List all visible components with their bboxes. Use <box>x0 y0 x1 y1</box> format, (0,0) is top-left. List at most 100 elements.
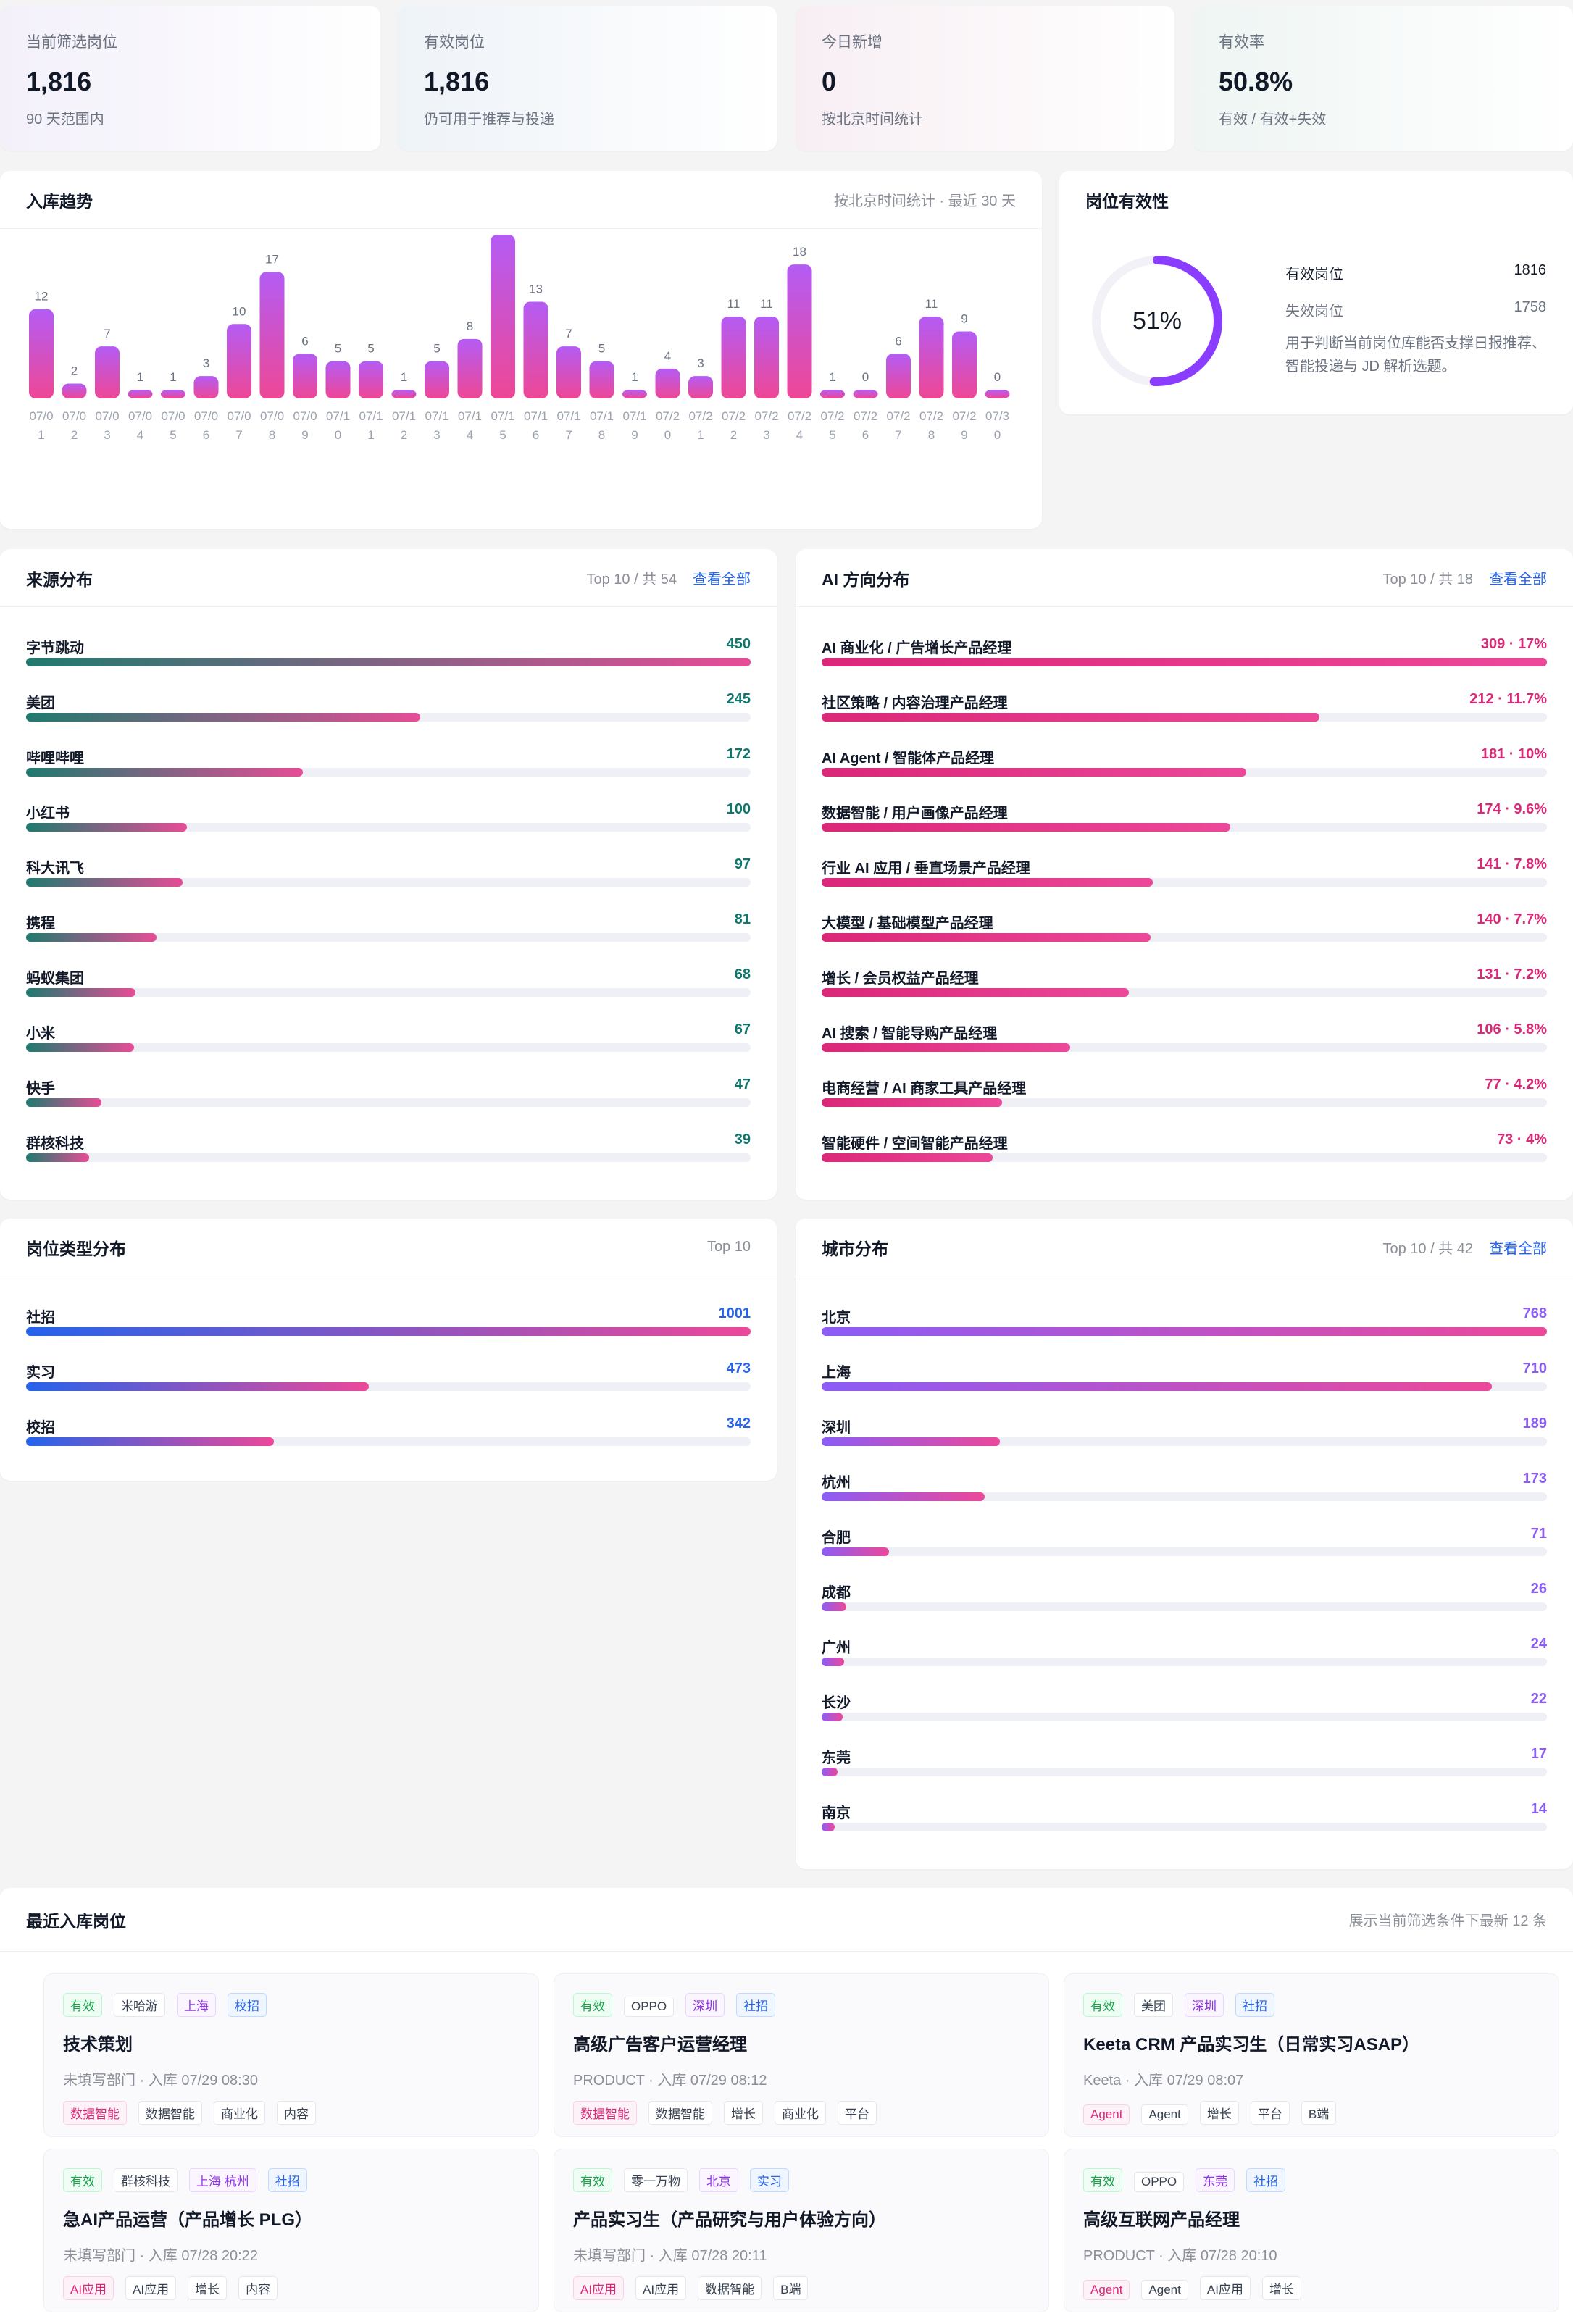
job-title[interactable]: 高级互联网产品经理 <box>1083 2210 1240 2230</box>
source-bar-track <box>26 1098 751 1107</box>
ai-bar-row: 数据智能 / 用户画像产品经理 174 · 9.6% <box>822 801 1547 845</box>
job-city-tag: 深圳 <box>1185 1993 1224 2017</box>
trend-bar[interactable] <box>391 390 417 398</box>
trend-bar[interactable] <box>293 354 317 398</box>
trend-x-tick: 07/0 <box>62 409 86 423</box>
ai-bar-name: AI 商业化 / 广告增长产品经理 <box>822 640 1012 656</box>
job-card[interactable]: 有效 OPPO 东莞 社招 高级互联网产品经理 PRODUCT · 入库 07/28 20… <box>1064 2149 1559 2312</box>
trend-bar[interactable] <box>95 346 120 398</box>
city-title: 城市分布 <box>822 1239 888 1258</box>
trend-bar[interactable] <box>820 390 845 398</box>
trend-bar[interactable] <box>259 272 285 398</box>
city-bar-track <box>822 1768 1547 1776</box>
source-bar-fill <box>26 933 157 942</box>
ai-bar-value: 181 · 10% <box>1480 746 1547 762</box>
source-bar-fill <box>26 658 751 666</box>
job-skill-tag: 商业化 <box>775 2101 826 2125</box>
job-title[interactable]: Keeta CRM 产品实习生（日常实习ASAP） <box>1083 2035 1420 2055</box>
trend-bar[interactable] <box>325 361 351 398</box>
ai-bar-row: 电商经营 / AI 商家工具产品经理 77 · 4.2% <box>822 1077 1547 1120</box>
city-bar-name: 合肥 <box>822 1530 851 1546</box>
job-title[interactable]: 高级广告客户运营经理 <box>573 2035 747 2055</box>
job-title[interactable]: 急AI产品运营（产品增长 PLG） <box>63 2210 313 2230</box>
trend-bar[interactable] <box>161 390 185 398</box>
trend-bar[interactable] <box>556 346 581 398</box>
trend-bar[interactable] <box>425 361 449 398</box>
source-bar-name: 快手 <box>26 1081 55 1097</box>
job-title[interactable]: 技术策划 <box>63 2035 133 2055</box>
trend-bar[interactable] <box>655 368 680 398</box>
trend-bar[interactable] <box>952 331 977 398</box>
trend-x-tick: 6 <box>533 428 539 442</box>
trend-bar[interactable] <box>721 317 746 398</box>
ai-header: AI 方向分布 Top 10 / 共 18 查看全部 <box>796 549 1573 607</box>
source-bar-row: 字节跳动 450 <box>26 636 751 680</box>
source-bar-value: 97 <box>734 856 751 872</box>
city-bar-value: 173 <box>1522 1471 1547 1487</box>
trend-bar[interactable] <box>29 309 54 398</box>
job-status-badge: 有效 <box>573 2168 612 2192</box>
trend-bar[interactable] <box>457 338 483 398</box>
job-skill-tag: AI应用 <box>635 2276 687 2300</box>
trend-x-tick: 07/2 <box>722 409 746 423</box>
job-card[interactable]: 有效 米哈游 上海 校招 技术策划 未填写部门 · 入库 07/29 08:30 数据智能数… <box>43 1973 539 2137</box>
trend-bar[interactable] <box>853 390 878 398</box>
ai-bar-name: 智能硬件 / 空间智能产品经理 <box>822 1136 1008 1152</box>
job-card[interactable]: 有效 OPPO 深圳 社招 高级广告客户运营经理 PRODUCT · 入库 07/29 0… <box>554 1973 1049 2137</box>
job-card[interactable]: 有效 群核科技 上海 杭州 社招 急AI产品运营（产品增长 PLG） 未填写部门 · 入库… <box>43 2149 539 2312</box>
city-bar-value: 22 <box>1530 1691 1547 1707</box>
trend-x-tick: 07/2 <box>754 409 778 423</box>
trend-bar[interactable] <box>754 317 779 398</box>
trend-bar[interactable] <box>128 390 153 398</box>
invalid-value: 1758 <box>1514 299 1547 315</box>
trend-bar[interactable] <box>787 264 812 398</box>
trend-bar[interactable] <box>886 354 911 398</box>
trend-x-tick: 5 <box>170 428 176 442</box>
job-title[interactable]: 产品实习生（产品研究与用户体验方向） <box>573 2210 886 2230</box>
trend-value-label: 5 <box>367 342 374 356</box>
source-bar-row: 小红书 100 <box>26 801 751 845</box>
trend-bar[interactable] <box>193 376 219 398</box>
trend-value-label: 5 <box>335 342 341 356</box>
trend-x-tick: 07/2 <box>820 409 844 423</box>
trend-value-label: 4 <box>664 349 671 363</box>
city-bar-name: 东莞 <box>822 1750 851 1766</box>
ai-view-all-link[interactable]: 查看全部 <box>1489 572 1547 588</box>
trend-bar[interactable] <box>622 390 647 398</box>
source-view-all-link[interactable]: 查看全部 <box>693 572 751 588</box>
city-bar-name: 北京 <box>822 1310 851 1326</box>
source-bar-track <box>26 1153 751 1162</box>
job-skill-tag: 商业化 <box>214 2101 265 2125</box>
trend-bar[interactable] <box>491 235 515 398</box>
job-company-tag: 米哈游 <box>114 1993 165 2017</box>
recent-card: 最近入库岗位 展示当前筛选条件下最新 12 条 有效 米哈游 上海 校招 技术策划 未填写… <box>0 1888 1573 2324</box>
source-bar-row: 携程 81 <box>26 911 751 955</box>
ai-bar-track <box>822 1153 1547 1162</box>
trend-x-tick: 2 <box>730 428 737 442</box>
jobtype-bar-name: 社招 <box>26 1310 55 1326</box>
ai-bar-name: 大模型 / 基础模型产品经理 <box>822 916 993 932</box>
trend-bar[interactable] <box>589 361 614 398</box>
city-bar-row: 广州 24 <box>822 1636 1547 1679</box>
job-card[interactable]: 有效 美团 深圳 社招 Keeta CRM 产品实习生（日常实习ASAP） Keeta ·… <box>1064 1973 1559 2137</box>
trend-x-tick: 3 <box>104 428 110 442</box>
job-card[interactable]: 有效 零一万物 北京 实习 产品实习生（产品研究与用户体验方向） 未填写部门 · 入库 0… <box>554 2149 1049 2312</box>
trend-x-tick: 07/2 <box>919 409 943 423</box>
trend-bar[interactable] <box>359 361 383 398</box>
trend-x-tick: 07/1 <box>622 409 646 423</box>
trend-bar[interactable] <box>227 324 251 398</box>
trend-x-tick: 2 <box>71 428 78 442</box>
trend-x-tick: 07/1 <box>326 409 350 423</box>
ai-title: AI 方向分布 <box>822 569 910 589</box>
trend-value-label: 1 <box>401 370 407 384</box>
source-bar-row: 蚂蚁集团 68 <box>26 966 751 1010</box>
city-view-all-link[interactable]: 查看全部 <box>1489 1241 1547 1257</box>
trend-bar[interactable] <box>919 317 944 398</box>
trend-bar[interactable] <box>985 390 1010 398</box>
trend-x-tick: 3 <box>763 428 769 442</box>
trend-bar[interactable] <box>523 301 548 398</box>
trend-bar[interactable] <box>62 383 87 398</box>
trend-value-label: 8 <box>467 319 473 333</box>
source-bar-track <box>26 823 751 832</box>
trend-bar[interactable] <box>688 376 713 398</box>
